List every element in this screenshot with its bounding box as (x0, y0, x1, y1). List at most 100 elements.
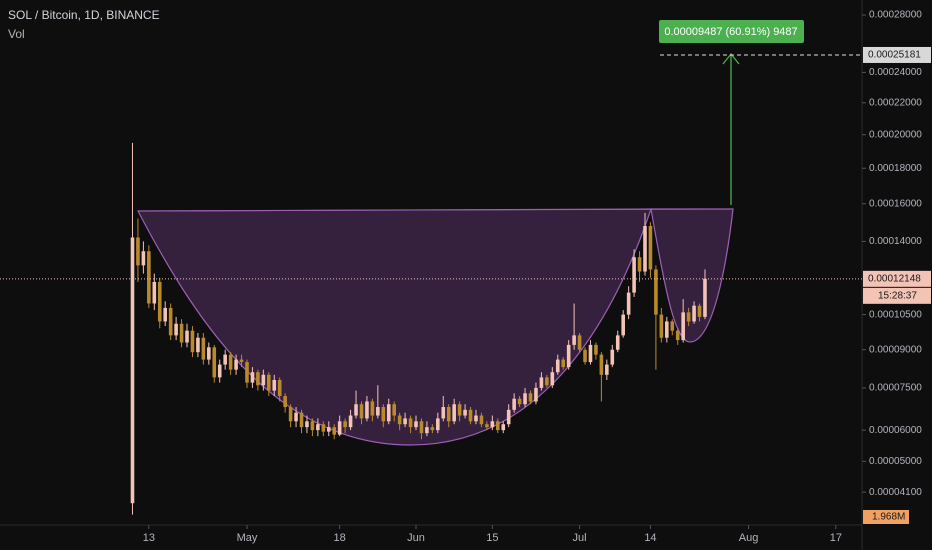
candle-body (163, 307, 168, 322)
candle-body (288, 407, 293, 422)
y-tick-label: 0.00005000 (869, 456, 922, 467)
last-price-box (863, 270, 931, 287)
candle-body (348, 415, 353, 428)
candle-body (217, 364, 222, 378)
candle-body (179, 323, 184, 343)
x-tick-label: 14 (644, 532, 656, 544)
candle-body (212, 347, 217, 378)
handle-shape (650, 208, 734, 343)
candle-body (370, 401, 375, 416)
candle-body (599, 354, 604, 375)
candle-body (392, 404, 396, 416)
candle-body (365, 401, 369, 419)
volume-label: 1.968M (872, 512, 905, 523)
cup-shape (137, 208, 652, 446)
y-tick-label: 0.00007500 (869, 383, 922, 394)
candle-body (572, 335, 576, 345)
chart-title: SOL / Bitcoin, 1D, BINANCE (8, 8, 160, 22)
candle-body (479, 415, 484, 425)
candle-body (321, 424, 326, 432)
candle-body (326, 427, 331, 432)
candle-body (157, 281, 162, 322)
y-tick-label: 0.00016000 (869, 198, 922, 209)
candle-body (501, 424, 506, 431)
candle-body (403, 418, 407, 425)
candle-body (207, 347, 211, 360)
candle-body (446, 407, 451, 422)
x-tick-label: 17 (830, 532, 842, 544)
target-price-label: 0.00025181 (868, 50, 921, 61)
candle-body (294, 412, 298, 422)
candle-body (670, 321, 675, 331)
last-price-label: 0.00012148 (868, 273, 921, 284)
candle-body (310, 421, 315, 431)
candle-body (436, 418, 440, 431)
candle-body (299, 412, 304, 428)
candle-body (539, 377, 544, 388)
candle-body (681, 312, 685, 341)
candle-body (637, 257, 642, 272)
candle-body (408, 418, 413, 428)
candle-body (343, 421, 347, 428)
x-tick-label: May (237, 532, 258, 544)
candle-body (452, 404, 456, 422)
candle-body (174, 323, 178, 336)
x-tick-label: Jun (407, 532, 425, 544)
candle-body (196, 337, 200, 353)
candle-body (659, 314, 664, 338)
x-tick-label: 15 (486, 532, 498, 544)
candle-body (474, 415, 478, 422)
candle-body (168, 307, 173, 336)
candle-body (692, 305, 696, 322)
annotation-box (659, 20, 804, 43)
x-tick-label: 13 (143, 532, 155, 544)
candle-body (583, 349, 587, 363)
candle-body (337, 421, 342, 435)
candle-body (283, 395, 287, 408)
candle-body (686, 312, 691, 322)
rim-line (137, 208, 734, 212)
candle-body (239, 359, 244, 363)
candle-body (272, 379, 277, 391)
candle-body (414, 421, 418, 428)
candle-body (376, 407, 380, 416)
candle-body (528, 393, 533, 402)
candle-body (697, 305, 702, 317)
candle-body (555, 359, 560, 373)
y-tick-label: 0.00022000 (869, 97, 922, 108)
candle-body (419, 421, 424, 434)
candle-body (359, 404, 364, 419)
y-tick-label: 0.00014000 (869, 236, 922, 247)
candle-body (648, 226, 653, 270)
countdown: 15:28:37 (878, 290, 917, 301)
candle-body (523, 393, 527, 405)
candle-body (136, 237, 140, 266)
candle-body (588, 344, 593, 363)
candle-body (605, 364, 609, 375)
candle-body (626, 292, 631, 315)
candle-body (610, 349, 615, 365)
x-tick-label: 18 (334, 532, 346, 544)
candle-body (468, 409, 473, 422)
candle-body (463, 409, 467, 416)
candle-body (534, 387, 538, 402)
candle-body (506, 409, 511, 425)
candle-body (245, 362, 249, 383)
countdown-box (863, 287, 931, 304)
x-tick-label: Jul (573, 532, 587, 544)
x-tick-label: Aug (739, 532, 759, 544)
candle-body (495, 421, 500, 431)
y-tick-label: 0.00020000 (869, 129, 922, 140)
y-tick-label: 0.00028000 (869, 10, 922, 21)
candle-body (675, 330, 680, 341)
candle-body (490, 421, 495, 428)
candle-body (545, 377, 549, 386)
y-tick-label: 0.00010500 (869, 309, 922, 320)
annotation: 0.00009487 (60.91%) 9487 (664, 26, 797, 38)
candle-body (141, 251, 146, 266)
volume-title: Vol (8, 27, 25, 41)
candle-body (223, 354, 227, 365)
target-arrow-head (722, 52, 740, 65)
